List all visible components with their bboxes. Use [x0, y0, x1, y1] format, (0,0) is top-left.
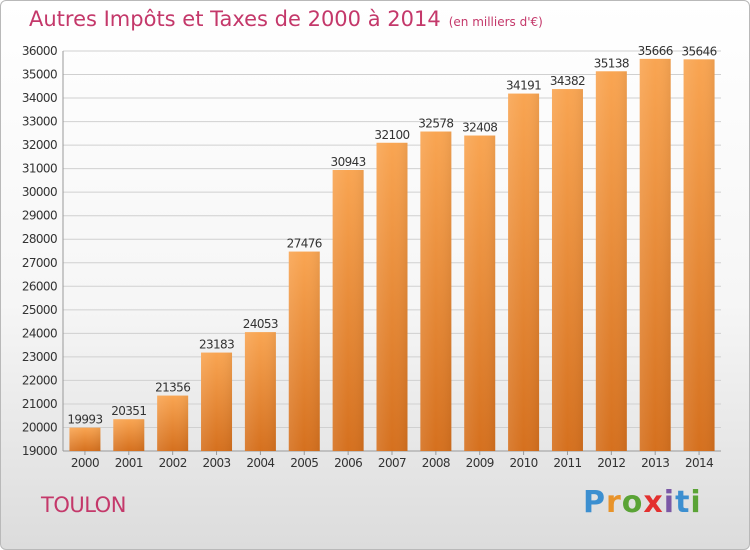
value-label-2002: 21356 — [155, 381, 190, 395]
x-axis: 2000 2001 2002 2003 2004 2005 2006 2007 2008 2009… — [71, 451, 714, 470]
x-tick-label-2003: 2003 — [202, 456, 230, 470]
y-tick-label: 34000 — [22, 91, 57, 105]
logo-letter: t — [675, 485, 691, 520]
logo-letter: o — [621, 485, 644, 520]
x-tick-label-2007: 2007 — [378, 456, 406, 470]
y-tick-label: 20000 — [22, 420, 57, 434]
x-tick-label-2012: 2012 — [597, 456, 625, 470]
bar-shade-2010 — [508, 93, 540, 452]
bar-shade-2011 — [551, 89, 583, 451]
value-label-2008: 32578 — [418, 117, 453, 131]
chart-title-text: Autres Impôts et Taxes de 2000 à 2014 — [29, 7, 441, 31]
x-tick-label-2011: 2011 — [553, 456, 581, 470]
value-label-2005: 27476 — [287, 237, 322, 251]
bar-shade-2002 — [157, 395, 189, 451]
x-tick-label-2014: 2014 — [685, 456, 713, 470]
x-tick-label-2006: 2006 — [334, 456, 362, 470]
logo-letter: r — [606, 485, 622, 520]
y-tick-label: 32000 — [22, 138, 57, 152]
value-label-2004: 24053 — [243, 317, 278, 331]
logo-letter: x — [643, 485, 664, 520]
value-label-2007: 32100 — [374, 128, 409, 142]
x-tick-label-2008: 2008 — [422, 456, 450, 470]
bar-shade-2008 — [420, 131, 452, 452]
y-tick-label: 21000 — [22, 397, 57, 411]
bar-shade-2005 — [288, 251, 320, 451]
logo-letter: i — [663, 485, 676, 520]
bar-shade-2014 — [683, 59, 715, 452]
bar-shade-2006 — [332, 169, 364, 452]
value-label-2013: 35666 — [638, 44, 673, 58]
value-label-2012: 35138 — [594, 56, 629, 70]
value-label-2000: 19993 — [67, 413, 102, 427]
bar-shade-2001 — [113, 419, 145, 451]
value-label-2009: 32408 — [462, 121, 497, 135]
y-tick-label: 27000 — [22, 256, 57, 270]
value-label-2014: 35646 — [681, 44, 716, 58]
chart-title: Autres Impôts et Taxes de 2000 à 2014 (en… — [29, 7, 543, 31]
bar-shade-2009 — [464, 135, 496, 452]
y-tick-label: 28000 — [22, 232, 57, 246]
bar-shade-2012 — [595, 71, 627, 452]
bar-shade-2004 — [244, 332, 276, 451]
y-tick-label: 25000 — [22, 303, 57, 317]
y-tick-label: 31000 — [22, 162, 57, 176]
bar-shade-2007 — [376, 142, 408, 451]
x-tick-label-2002: 2002 — [159, 456, 187, 470]
logo-letter: P — [583, 485, 606, 520]
bar-shade-2000 — [69, 427, 101, 451]
y-tick-label: 23000 — [22, 350, 57, 364]
x-tick-label-2000: 2000 — [71, 456, 99, 470]
value-label-2011: 34382 — [550, 74, 585, 88]
x-tick-label-2004: 2004 — [246, 456, 274, 470]
x-tick-label-2009: 2009 — [466, 456, 494, 470]
y-tick-label: 19000 — [22, 444, 57, 458]
value-label-2001: 20351 — [111, 404, 146, 418]
y-tick-label: 24000 — [22, 326, 57, 340]
value-label-2003: 23183 — [199, 338, 234, 352]
value-label-2006: 30943 — [331, 155, 366, 169]
proxiti-logo: Proxiti — [583, 485, 702, 520]
value-label-2010: 34191 — [506, 79, 541, 93]
x-tick-label-2010: 2010 — [510, 456, 538, 470]
chart-unit: (en milliers d'€) — [448, 15, 543, 29]
city-label: TOULON — [41, 493, 126, 517]
x-tick-label-2013: 2013 — [641, 456, 669, 470]
y-tick-label: 33000 — [22, 115, 57, 129]
y-tick-label: 26000 — [22, 279, 57, 293]
bar-shade-2003 — [201, 352, 233, 451]
y-tick-label: 29000 — [22, 209, 57, 223]
y-tick-label: 22000 — [22, 373, 57, 387]
y-tick-label: 35000 — [22, 68, 57, 82]
x-tick-label-2001: 2001 — [115, 456, 143, 470]
x-tick-label-2005: 2005 — [290, 456, 318, 470]
value-labels: 19993 20351 21356 23183 24053 27476 30943 32100… — [67, 44, 717, 427]
y-axis: 19000 20000 21000 22000 23000 24000 25000 26000… — [22, 44, 721, 458]
bars — [69, 58, 715, 452]
y-tick-label: 30000 — [22, 185, 57, 199]
bar-shade-2013 — [639, 58, 671, 451]
logo-letter: i — [690, 485, 702, 520]
y-tick-label: 36000 — [22, 44, 57, 58]
